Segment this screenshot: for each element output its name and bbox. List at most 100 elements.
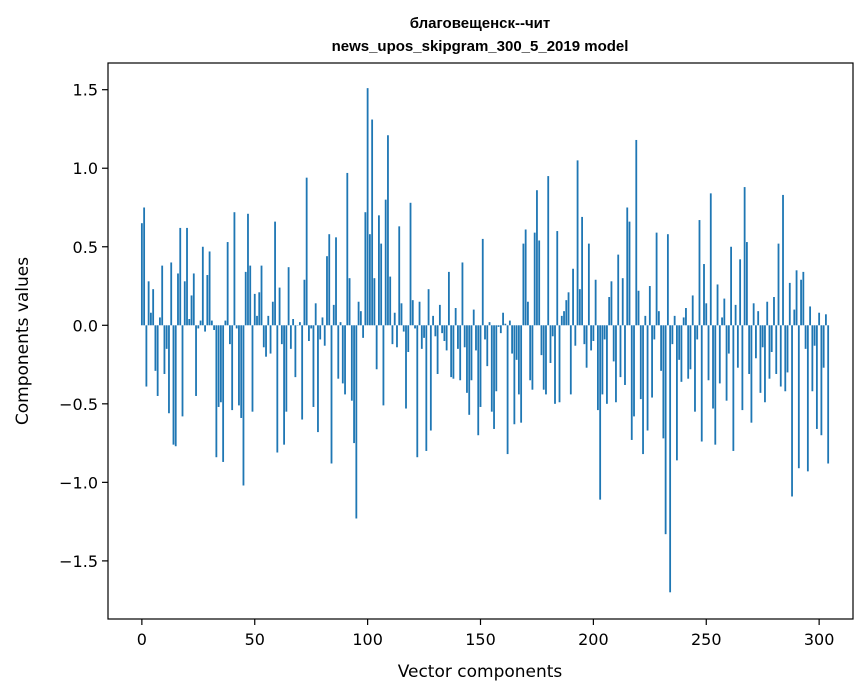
bar (267, 315, 270, 326)
bar (238, 325, 240, 406)
bar (759, 325, 762, 393)
bar (378, 215, 380, 326)
bar (265, 325, 267, 357)
bar (199, 320, 202, 326)
bar (423, 325, 425, 338)
bar (477, 325, 480, 436)
bar (696, 325, 699, 340)
bar (712, 325, 714, 409)
bar (653, 325, 656, 340)
bar (806, 325, 809, 472)
bar (350, 325, 353, 401)
bar (628, 221, 631, 326)
bar (815, 325, 818, 429)
bar (619, 325, 622, 378)
bar (822, 325, 825, 368)
bar (459, 325, 462, 381)
bar (285, 325, 288, 412)
bar (486, 325, 489, 367)
bar (563, 311, 565, 326)
x-axis-label: Vector components (398, 662, 563, 682)
bar (319, 325, 322, 340)
bar (481, 238, 484, 326)
bar (484, 325, 486, 340)
bar (201, 246, 204, 326)
bar (755, 325, 757, 359)
bar (335, 237, 337, 326)
bar (235, 325, 238, 329)
bar (741, 325, 744, 411)
bar (825, 314, 827, 326)
bar (757, 311, 760, 326)
bar (646, 325, 649, 431)
bar (678, 325, 681, 360)
bar (545, 325, 547, 395)
bar (750, 325, 753, 423)
bar (495, 325, 498, 392)
bar (531, 325, 534, 390)
bar (795, 270, 798, 326)
bar (698, 220, 701, 326)
bar (454, 308, 457, 326)
bar (782, 194, 784, 326)
y-tick-label: 1.5 (73, 81, 98, 100)
bar (666, 234, 669, 326)
bar (725, 325, 728, 401)
bar (680, 325, 683, 382)
bar (305, 177, 308, 326)
bar (283, 325, 285, 445)
bar (292, 319, 295, 326)
bar (332, 304, 335, 326)
bar (775, 325, 778, 374)
y-tick-label: 0.0 (73, 316, 98, 335)
bar (569, 325, 572, 395)
x-tick-label: 0 (137, 630, 147, 649)
bar (626, 207, 629, 326)
bar (490, 325, 493, 412)
bar (192, 273, 195, 326)
bar (168, 325, 170, 414)
bar (554, 325, 556, 404)
bar (687, 325, 690, 379)
bar (779, 325, 782, 387)
bar (174, 325, 177, 447)
bar (793, 309, 796, 326)
bar (258, 292, 261, 326)
bar (502, 312, 504, 326)
bar (375, 325, 378, 370)
bar (617, 254, 620, 326)
bar (565, 300, 568, 326)
bar (700, 325, 703, 442)
bar (633, 325, 635, 417)
bar (504, 323, 507, 326)
bar (694, 325, 696, 412)
bar (323, 325, 326, 346)
bar (682, 317, 685, 326)
bar (215, 325, 218, 458)
bar (208, 251, 211, 326)
bar (470, 325, 473, 381)
bar (183, 281, 186, 326)
bar (703, 264, 705, 326)
bar (317, 325, 319, 433)
bar (497, 325, 500, 327)
bar (425, 325, 428, 451)
bar (592, 325, 595, 341)
bar (669, 325, 672, 593)
bar (149, 312, 152, 326)
y-tick-label: −1.0 (59, 473, 98, 492)
bar (140, 223, 143, 326)
bar (278, 287, 281, 326)
bar (310, 325, 313, 329)
bar (429, 325, 432, 431)
bar (308, 325, 310, 341)
bar (409, 202, 412, 326)
bar (314, 303, 317, 326)
bar (590, 325, 593, 351)
bar (298, 322, 301, 326)
bar (639, 325, 642, 400)
bar (788, 282, 791, 326)
bar (685, 308, 687, 326)
bar (743, 187, 746, 326)
bar (727, 325, 730, 354)
